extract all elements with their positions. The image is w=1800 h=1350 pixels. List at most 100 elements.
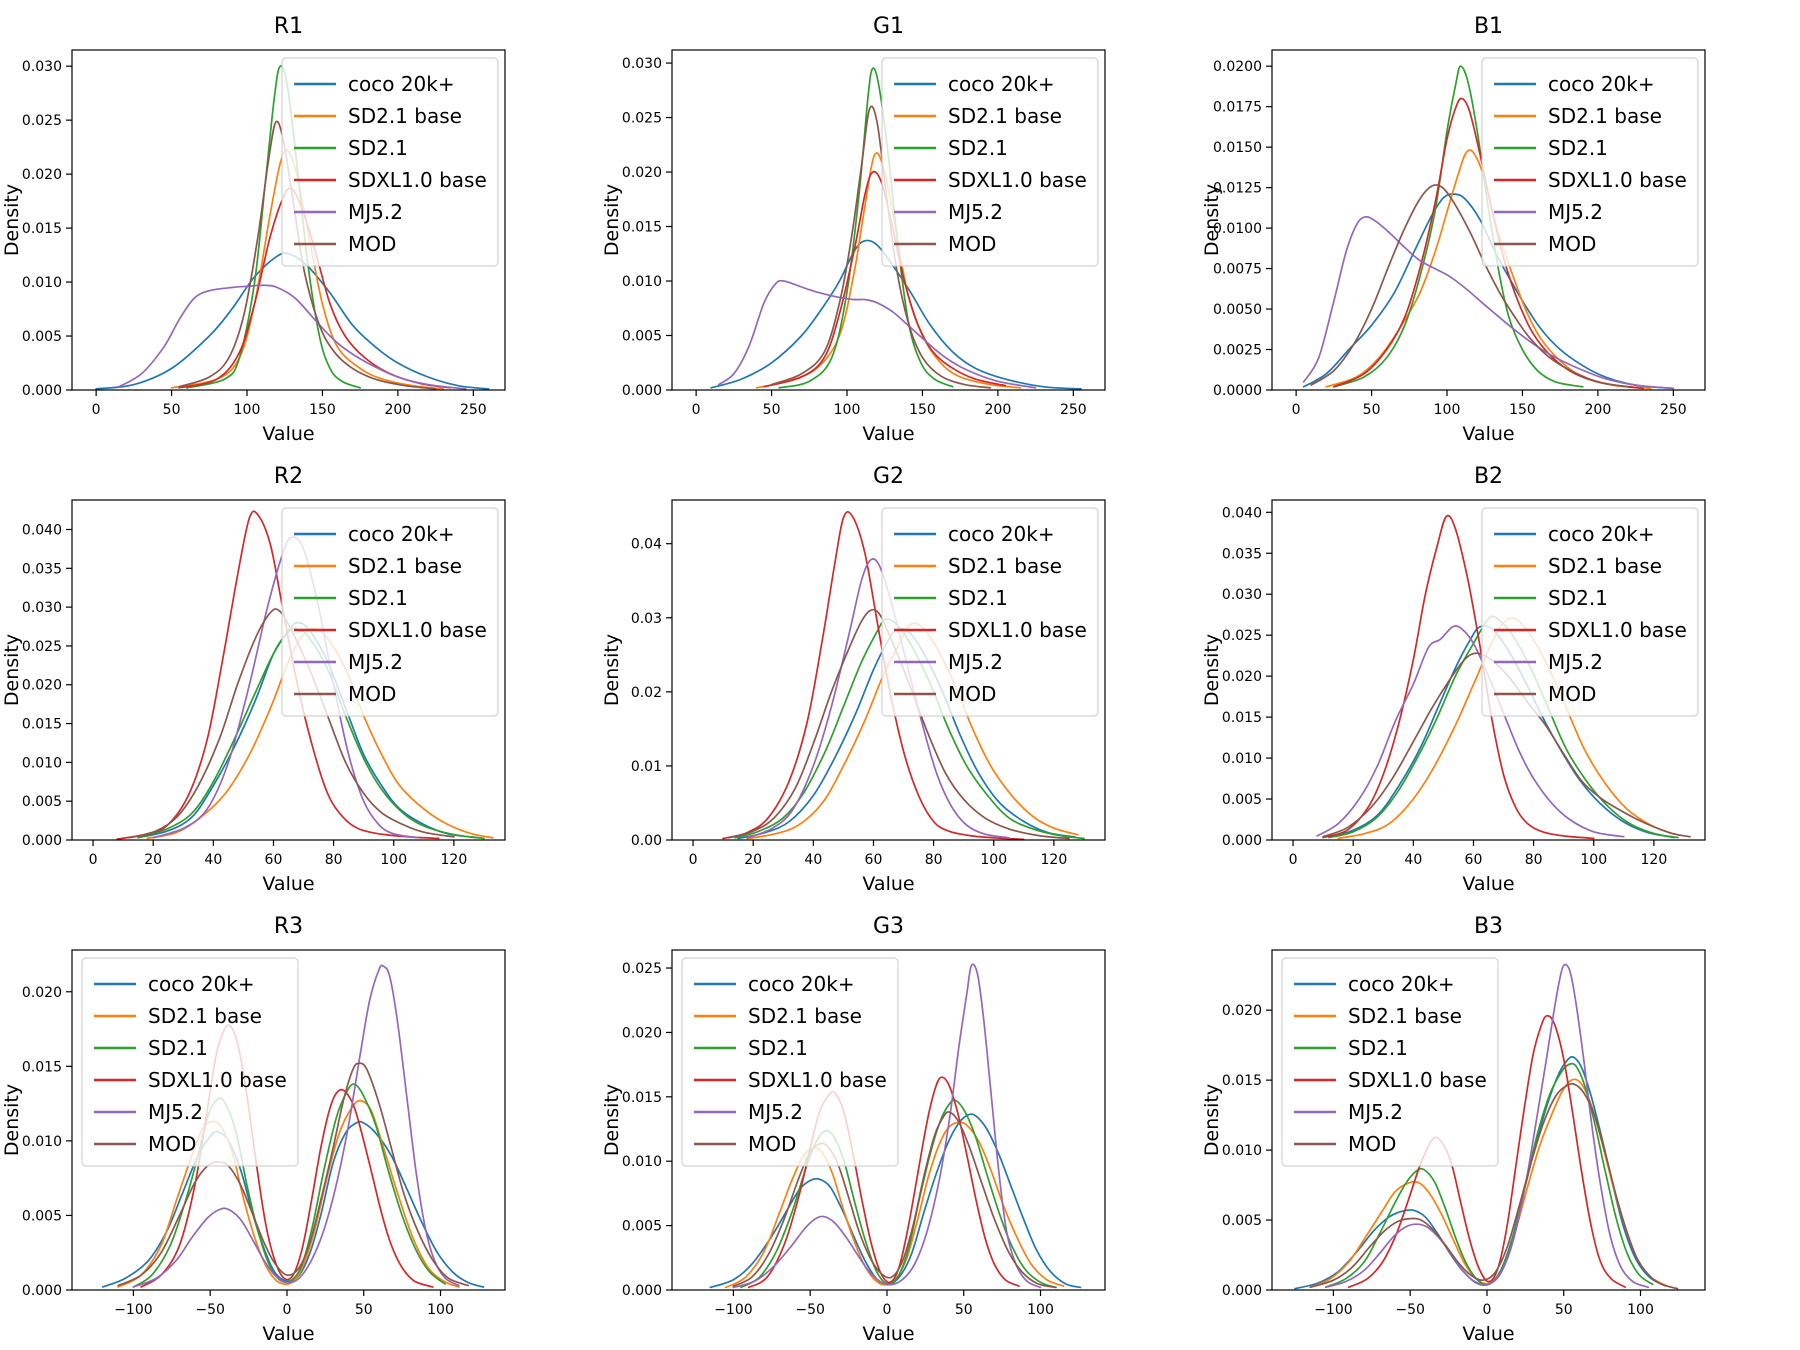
axes-spine bbox=[671, 499, 1106, 841]
y-tick-label: 0.015 bbox=[622, 1090, 662, 1106]
y-tick-label: 0.030 bbox=[22, 59, 62, 75]
legend-label: coco 20k+ bbox=[748, 972, 855, 996]
x-tick-label: 0 bbox=[689, 852, 698, 868]
y-tick-label: 0.0175 bbox=[1213, 100, 1262, 116]
plot-title: R2 bbox=[274, 464, 303, 489]
y-tick-label: 0.020 bbox=[22, 678, 62, 694]
curve-coco-20k+ bbox=[1302, 193, 1675, 390]
subplot-R3: R3 −100 −50 0 50 100 0.000 0.005 0.010 0.015 0.020… bbox=[1, 914, 506, 1345]
legend-entry: coco 20k+ bbox=[1494, 522, 1655, 546]
legend-label: MJ5.2 bbox=[348, 650, 403, 674]
x-axis: 0 50 100 150 200 250 bbox=[692, 390, 1087, 418]
x-axis: −100 −50 0 50 100 bbox=[714, 1290, 1054, 1318]
y-tick-label: 0.005 bbox=[22, 329, 62, 345]
y-tick-label: 0.010 bbox=[22, 755, 62, 771]
legend-label: MJ5.2 bbox=[348, 200, 403, 224]
x-tick-label: 250 bbox=[1660, 402, 1687, 418]
legend-entry: MJ5.2 bbox=[1294, 1100, 1403, 1124]
subplot-B2: B20 20 40 60 80 100 1200.0000.0050.0100.0150.0… bbox=[1201, 464, 1706, 895]
legend-label: SD2.1 bbox=[1548, 586, 1608, 610]
legend-label: coco 20k+ bbox=[1548, 522, 1655, 546]
plot-title: B1 bbox=[1474, 14, 1503, 39]
legend-entry: MJ5.2 bbox=[294, 200, 403, 224]
legend-entry: coco 20k+ bbox=[294, 72, 455, 96]
x-tick-label: 50 bbox=[1363, 402, 1381, 418]
x-axis: 0 20 40 60 80 100 120 bbox=[1289, 840, 1667, 868]
legend-entry: MOD bbox=[694, 1132, 796, 1156]
x-tick-label: 0 bbox=[92, 402, 101, 418]
x-tick-label: 150 bbox=[309, 402, 336, 418]
x-tick-label: −100 bbox=[114, 1302, 152, 1318]
legend: coco 20k+ SD2.1 base SD2.1 SDXL1.0 base MJ5.… bbox=[1481, 507, 1699, 717]
x-tick-label: 150 bbox=[909, 402, 936, 418]
x-tick-label: 50 bbox=[355, 1302, 373, 1318]
legend-entry: SDXL1.0 base bbox=[294, 168, 487, 192]
legend-entry: MOD bbox=[894, 232, 996, 256]
y-tick-label: 0.040 bbox=[22, 522, 62, 538]
plot-title: G2 bbox=[873, 464, 904, 489]
plot-title: B2 bbox=[1474, 464, 1503, 489]
legend-label: SD2.1 base bbox=[148, 1004, 262, 1028]
y-tick-label: 0.030 bbox=[622, 56, 662, 72]
x-tick-label: 20 bbox=[744, 852, 762, 868]
curve-mj5.2 bbox=[132, 964, 460, 1288]
y-axis-label: Density bbox=[1201, 1084, 1223, 1156]
subplot-G1: G10 50 100 150 200 2500.0000.0050.0100.0150.0… bbox=[601, 14, 1106, 445]
x-axis: 0 20 40 60 80 100 120 bbox=[689, 840, 1067, 868]
x-tick-label: 100 bbox=[1580, 852, 1607, 868]
legend-label: coco 20k+ bbox=[1548, 72, 1655, 96]
legend-entry: SDXL1.0 base bbox=[894, 168, 1087, 192]
x-tick-label: 40 bbox=[1404, 852, 1422, 868]
x-tick-label: 0 bbox=[1483, 1302, 1492, 1318]
x-tick-label: 100 bbox=[427, 1302, 454, 1318]
y-tick-label: 0.020 bbox=[22, 985, 62, 1001]
legend-entry: MOD bbox=[1494, 232, 1596, 256]
legend-label: SD2.1 bbox=[348, 136, 408, 160]
legend: coco 20k+ SD2.1 base SD2.1 SDXL1.0 base MJ5.… bbox=[81, 957, 299, 1167]
subplot-G3: G3 −100 −50 0 50 100 0.000 0.005 0.010 0.015 0.020… bbox=[601, 914, 1106, 1345]
curves bbox=[1294, 963, 1679, 1290]
legend-entry: SD2.1 base bbox=[1494, 554, 1662, 578]
curves bbox=[1302, 65, 1675, 390]
curve-mod bbox=[1309, 1082, 1679, 1290]
legend-entry: SD2.1 bbox=[894, 136, 1008, 160]
x-tick-label: 100 bbox=[1434, 402, 1461, 418]
y-tick-label: 0.015 bbox=[1222, 710, 1262, 726]
y-tick-label: 0.005 bbox=[22, 794, 62, 810]
plot-title: G3 bbox=[873, 914, 904, 939]
legend-entry: SDXL1.0 base bbox=[1494, 618, 1687, 642]
plot-title: B3 bbox=[1474, 914, 1503, 939]
legend-entry: SD2.1 bbox=[94, 1036, 208, 1060]
legend-entry: MOD bbox=[1494, 682, 1596, 706]
y-tick-label: 0.0050 bbox=[1213, 302, 1262, 318]
y-tick-label: 0.010 bbox=[22, 1134, 62, 1150]
x-tick-label: −100 bbox=[714, 1302, 752, 1318]
legend-entry: SD2.1 bbox=[694, 1036, 808, 1060]
curves bbox=[722, 511, 1085, 840]
y-tick-label: 0.01 bbox=[631, 759, 662, 775]
legend-label: SD2.1 base bbox=[948, 554, 1062, 578]
x-tick-label: 80 bbox=[1525, 852, 1543, 868]
x-tick-label: 20 bbox=[144, 852, 162, 868]
x-tick-label: 50 bbox=[955, 1302, 973, 1318]
legend-entry: MOD bbox=[1294, 1132, 1396, 1156]
legend-label: MJ5.2 bbox=[1548, 200, 1603, 224]
legend-label: MOD bbox=[348, 682, 396, 706]
legend-entry: MOD bbox=[94, 1132, 196, 1156]
legend-entry: SD2.1 base bbox=[694, 1004, 862, 1028]
legend-entry: SDXL1.0 base bbox=[894, 618, 1087, 642]
curve-mj5.2 bbox=[1302, 215, 1675, 390]
axes-spine bbox=[1271, 49, 1706, 391]
legend-entry: MJ5.2 bbox=[1494, 200, 1603, 224]
x-tick-label: 60 bbox=[1465, 852, 1483, 868]
x-axis-label: Value bbox=[1462, 423, 1514, 445]
y-tick-label: 0.005 bbox=[622, 329, 662, 345]
curve-mj5.2 bbox=[1316, 625, 1625, 838]
curve-mod bbox=[117, 1062, 469, 1287]
x-tick-label: 100 bbox=[234, 402, 261, 418]
legend-label: SD2.1 base bbox=[348, 554, 462, 578]
legend-label: SD2.1 bbox=[1548, 136, 1608, 160]
y-tick-label: 0.020 bbox=[622, 165, 662, 181]
legend-label: coco 20k+ bbox=[348, 72, 455, 96]
